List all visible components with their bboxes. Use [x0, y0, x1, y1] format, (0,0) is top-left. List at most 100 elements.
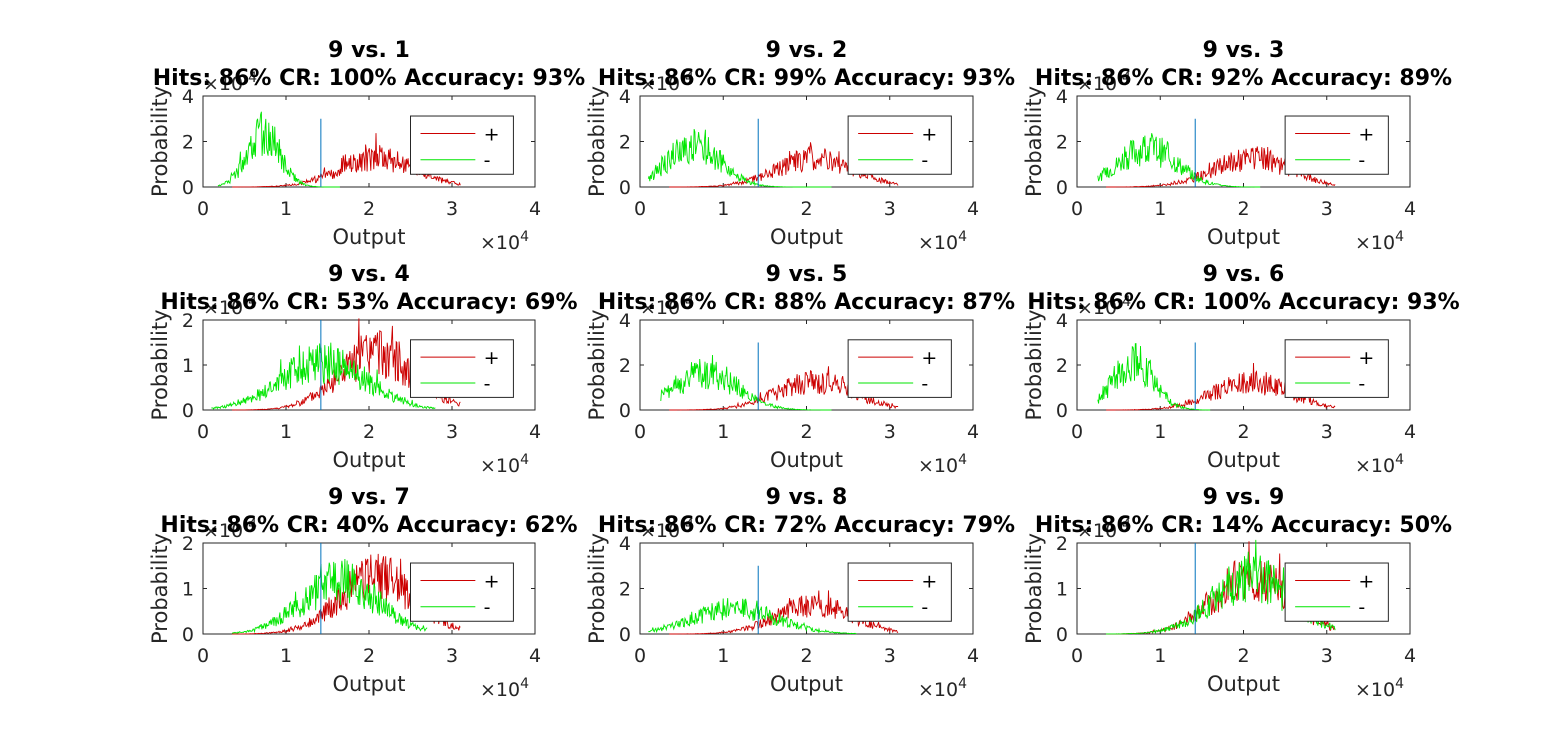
x-tick-label: 0	[634, 645, 646, 667]
y-tick-label: 2	[619, 355, 631, 377]
x-exponent-label: ×104	[480, 229, 529, 254]
legend-box	[410, 562, 514, 622]
x-exponent-label: ×104	[1355, 676, 1404, 701]
y-axis-label: Probability	[585, 533, 609, 644]
y-axis-label: Probability	[1022, 309, 1046, 420]
x-exponent-label: ×104	[1355, 452, 1404, 477]
x-tick-label: 4	[529, 645, 541, 667]
x-tick-label: 4	[1404, 198, 1416, 220]
legend-label: -	[484, 150, 491, 172]
x-axis-label: Output	[1207, 225, 1280, 249]
y-axis-label: Probability	[148, 533, 172, 644]
subplot-2: 0 1 2 3 4 0 2 4 + - Output Probability ×104 ×10-4 9 vs…	[585, 38, 1015, 254]
chart-subtitle: Hits: 86% CR: 40% Accuracy: 62%	[160, 513, 577, 538]
legend-label: -	[484, 373, 491, 395]
chart-title: 9 vs. 8	[766, 485, 848, 510]
chart-subtitle: Hits: 86% CR: 92% Accuracy: 89%	[1035, 66, 1452, 91]
series-hits-line	[1106, 146, 1336, 188]
y-exponent-label: ×10-4	[640, 294, 694, 319]
x-tick-label: 2	[800, 421, 812, 443]
x-tick-label: 3	[884, 645, 896, 667]
series-hits-line	[232, 133, 461, 188]
y-exponent-label: ×10-4	[1077, 70, 1131, 95]
legend-box	[1284, 562, 1389, 622]
legend-label: -	[1358, 373, 1365, 395]
x-tick-label: 1	[280, 421, 292, 443]
chart-title: 9 vs. 4	[328, 262, 410, 287]
x-tick-label: 4	[1404, 645, 1416, 667]
x-axis-label: Output	[333, 225, 406, 249]
y-tick-label: 4	[182, 86, 194, 108]
y-axis-label: Probability	[585, 86, 609, 197]
series-cr-line	[231, 558, 428, 634]
subplot-1: 0 1 2 3 4 0 2 4 + - Output Probability ×104 ×10-4 9 vs…	[148, 38, 585, 254]
y-tick-label: 1	[182, 579, 194, 601]
x-tick-label: 0	[197, 198, 209, 220]
y-tick-label: 0	[1056, 177, 1068, 199]
x-tick-label: 3	[884, 198, 896, 220]
x-exponent-label: ×104	[1355, 229, 1404, 254]
y-tick-label: 0	[1056, 400, 1068, 422]
x-axis-label: Output	[770, 225, 843, 249]
series-cr-line	[660, 354, 832, 411]
chart-title: 9 vs. 5	[766, 262, 848, 287]
chart-subtitle: Hits: 86% CR: 100% Accuracy: 93%	[1027, 290, 1459, 315]
y-axis-label: Probability	[1022, 533, 1046, 644]
x-tick-label: 1	[1154, 198, 1166, 220]
legend-label: -	[921, 597, 928, 619]
y-tick-label: 0	[182, 624, 194, 646]
x-tick-label: 4	[529, 198, 541, 220]
legend-label: -	[484, 597, 491, 619]
x-tick-label: 0	[197, 645, 209, 667]
legend-label: +	[484, 570, 500, 592]
legend-label: +	[1358, 570, 1374, 592]
x-axis-label: Output	[1207, 672, 1280, 696]
x-exponent-label: ×104	[918, 676, 967, 701]
subplot-7: 0 1 2 3 4 0 1 2 + - Output Probability ×104 ×10-4 9 vs…	[148, 485, 578, 701]
legend-box	[410, 339, 514, 398]
x-axis-label: Output	[333, 672, 406, 696]
x-axis-label: Output	[770, 672, 843, 696]
y-axis-label: Probability	[148, 86, 172, 197]
x-exponent-label: ×104	[480, 676, 529, 701]
legend-label: -	[921, 150, 928, 172]
series-cr-line	[648, 598, 857, 635]
y-tick-label: 2	[619, 579, 631, 601]
legend-label: +	[484, 123, 500, 145]
y-exponent-label: ×10-4	[203, 294, 257, 319]
x-tick-label: 0	[634, 198, 646, 220]
x-tick-label: 0	[1071, 421, 1083, 443]
x-axis-label: Output	[770, 448, 843, 472]
series-hits-line	[1106, 362, 1336, 411]
legend-box	[847, 115, 952, 175]
x-axis-label: Output	[333, 448, 406, 472]
x-tick-label: 3	[1321, 198, 1333, 220]
legend-label: -	[921, 373, 928, 395]
x-tick-label: 2	[1237, 198, 1249, 220]
y-tick-label: 1	[182, 355, 194, 377]
legend-label: +	[1358, 123, 1374, 145]
x-tick-label: 2	[363, 198, 375, 220]
subplot-3: 0 1 2 3 4 0 2 4 + - Output Probability ×104 ×10-4 9 vs…	[1022, 38, 1452, 254]
chart-subtitle: Hits: 86% CR: 53% Accuracy: 69%	[160, 290, 577, 315]
x-tick-label: 1	[1154, 421, 1166, 443]
legend-box	[410, 115, 514, 175]
subplot-8: 0 1 2 3 4 0 2 4 + - Output Probability ×104 ×10-4 9 vs…	[585, 485, 1015, 701]
legend-label: +	[484, 347, 500, 369]
y-axis-label: Probability	[1022, 86, 1046, 197]
chart-subtitle: Hits: 86% CR: 72% Accuracy: 79%	[598, 513, 1015, 538]
series-hits-line	[669, 142, 899, 188]
x-tick-label: 3	[446, 421, 458, 443]
x-tick-label: 3	[1321, 421, 1333, 443]
y-exponent-label: ×10-4	[203, 70, 257, 95]
chart-title: 9 vs. 3	[1203, 38, 1285, 63]
x-tick-label: 0	[1071, 198, 1083, 220]
y-exponent-label: ×10-4	[640, 70, 694, 95]
x-tick-label: 2	[1237, 421, 1249, 443]
x-tick-label: 1	[717, 645, 729, 667]
y-tick-label: 2	[619, 132, 631, 154]
x-tick-label: 0	[634, 421, 646, 443]
y-tick-label: 2	[1056, 355, 1068, 377]
legend-box	[1284, 115, 1389, 175]
